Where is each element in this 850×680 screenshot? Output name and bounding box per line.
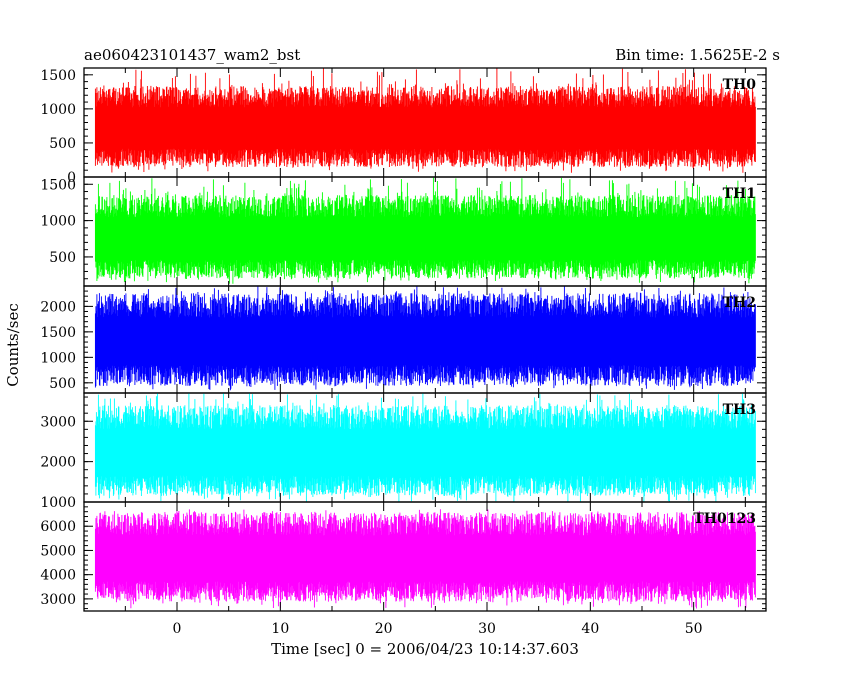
y-tick-label: 4000 xyxy=(40,568,76,584)
x-tick-label: 40 xyxy=(581,621,599,637)
x-tick-label: 10 xyxy=(271,621,289,637)
bin-time-label: Bin time: 1.5625E-2 s xyxy=(615,46,780,64)
x-tick-label: 50 xyxy=(685,621,703,637)
y-tick-label: 6000 xyxy=(40,519,76,535)
y-tick-label: 2000 xyxy=(40,299,76,315)
panel-th3: 1000 2000 3000 TH3 xyxy=(40,392,767,511)
y-tick-label: 0 xyxy=(67,170,76,186)
y-tick-label: 3000 xyxy=(40,592,76,608)
series-th0 xyxy=(94,68,756,173)
series-th2 xyxy=(94,286,756,391)
x-tick-label: 20 xyxy=(375,621,393,637)
y-tick-label: 500 xyxy=(49,136,76,152)
panel-th2: 500 1000 1500 2000 TH2 xyxy=(40,285,767,394)
series-th1 xyxy=(94,177,756,284)
panels-group: 0 500 1000 1500 TH0 500 1000 1500 TH1 500 1000 1500… xyxy=(40,67,767,612)
y-tick-label: 500 xyxy=(49,376,76,392)
panel-th0: 0 500 1000 1500 TH0 xyxy=(40,67,767,186)
y-axis-title: Counts/sec xyxy=(4,303,22,387)
y-tick-label: 1000 xyxy=(40,214,76,230)
series-label: TH0123 xyxy=(693,511,756,527)
panel-th1: 500 1000 1500 TH1 xyxy=(40,176,767,287)
series-label: TH3 xyxy=(723,402,756,418)
y-tick-label: 1000 xyxy=(40,350,76,366)
y-tick-label: 2000 xyxy=(40,455,76,471)
x-tick-label: 0 xyxy=(173,621,182,637)
panel-frame xyxy=(83,501,767,612)
series-label: TH1 xyxy=(723,186,756,202)
y-tick-label: 1000 xyxy=(40,495,76,511)
series-label: TH2 xyxy=(723,295,756,311)
x-axis-title: Time [sec] 0 = 2006/04/23 10:14:37.603 xyxy=(271,640,579,658)
y-tick-label: 1500 xyxy=(40,68,76,84)
series-label: TH0 xyxy=(723,77,757,93)
y-tick-label: 5000 xyxy=(40,543,76,559)
y-tick-label: 1500 xyxy=(40,177,76,193)
plot-title: ae060423101437_wam2_bst xyxy=(84,46,300,64)
x-tick-label: 30 xyxy=(478,621,496,637)
series-th3 xyxy=(94,393,756,502)
series-th0123 xyxy=(94,509,756,609)
y-tick-label: 500 xyxy=(49,250,76,266)
y-tick-label: 1500 xyxy=(40,325,76,341)
x-axis: 0 10 20 30 40 50 xyxy=(173,621,703,637)
y-tick-label: 1000 xyxy=(40,102,76,118)
y-tick-label: 3000 xyxy=(40,414,76,430)
panel-th0123: 3000 4000 5000 6000 TH0123 xyxy=(40,501,767,612)
